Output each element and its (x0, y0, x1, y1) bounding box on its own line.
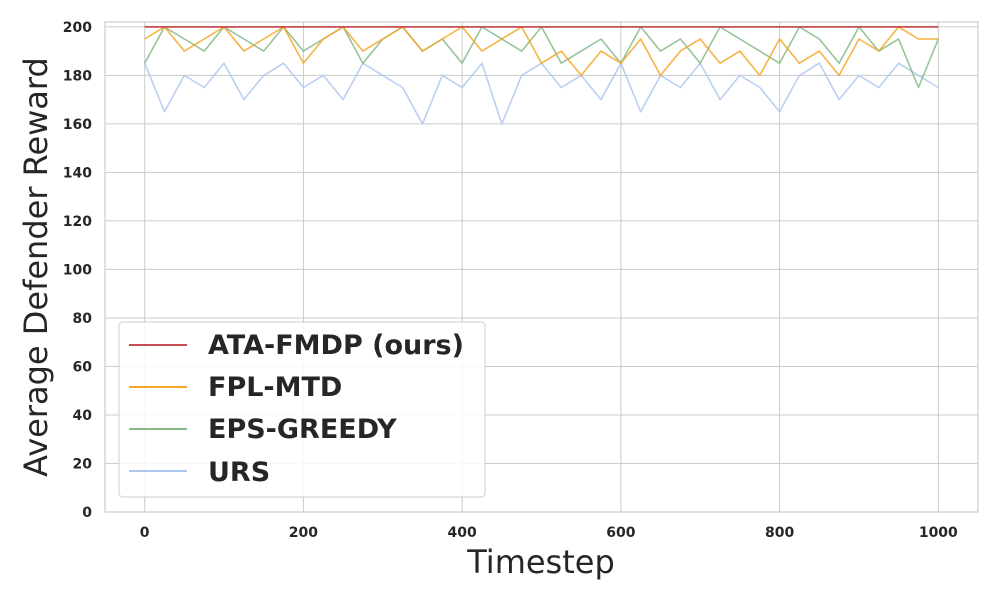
legend-label-ata-fmdp: ATA-FMDP (ours) (208, 330, 464, 361)
y-tick-label: 200 (63, 20, 92, 36)
tick-labels: 0 200 400 600 800 1000 0 20 40 60 80 100 120 140 160 18… (63, 20, 958, 541)
y-tick-label: 100 (63, 262, 92, 278)
y-tick-label: 40 (73, 408, 93, 424)
series-line-urs (143, 62, 939, 125)
y-tick-label: 140 (63, 165, 92, 181)
y-tick-label: 180 (63, 68, 92, 84)
y-tick-label: 20 (73, 456, 93, 472)
x-tick-label: 200 (289, 525, 318, 541)
legend: ATA-FMDP (ours) FPL-MTD EPS-GREEDY URS (118, 321, 486, 498)
x-axis-title: Timestep (466, 543, 615, 581)
x-tick-label: 400 (448, 525, 477, 541)
y-tick-label: 60 (73, 359, 93, 375)
x-tick-label: 600 (606, 525, 635, 541)
y-tick-label: 0 (82, 505, 92, 521)
legend-box (118, 321, 486, 498)
y-axis-title: Average Defender Reward (17, 57, 55, 477)
series-line-fpl-mtd (144, 26, 939, 77)
y-tick-label: 80 (73, 311, 93, 327)
legend-label-fpl-mtd: FPL-MTD (208, 372, 342, 403)
legend-label-eps-greedy: EPS-GREEDY (208, 414, 397, 445)
series-lines (143, 25, 940, 125)
y-tick-label: 120 (63, 214, 92, 230)
series-line-eps-greedy (143, 26, 940, 89)
x-tick-label: 1000 (919, 525, 958, 541)
x-tick-label: 0 (140, 525, 150, 541)
x-tick-label: 800 (765, 525, 794, 541)
y-tick-label: 160 (63, 117, 92, 133)
legend-label-urs: URS (208, 457, 270, 488)
plot-area-frame (104, 21, 979, 513)
